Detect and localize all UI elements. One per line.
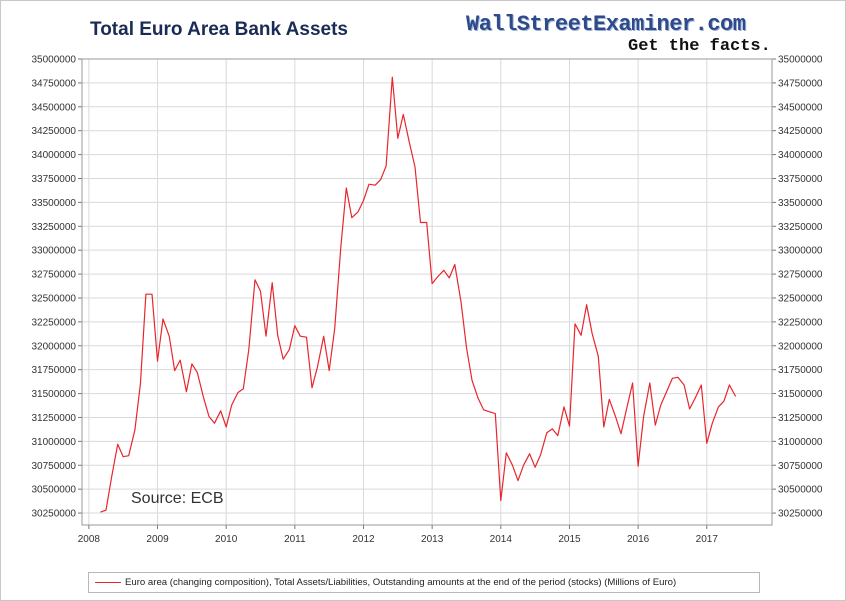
legend: Euro area (changing composition), Total … [88, 572, 760, 593]
y-tick-label-right: 33250000 [778, 222, 823, 233]
legend-label: Euro area (changing composition), Total … [125, 577, 677, 588]
y-tick-label-left: 34750000 [32, 78, 77, 89]
y-tick-label-right: 34250000 [778, 126, 823, 137]
grid-lines [82, 58, 772, 525]
y-tick-label-left: 31750000 [32, 365, 77, 376]
y-tick-label-right: 30500000 [778, 485, 823, 496]
brand-tagline: Get the facts. [628, 37, 771, 56]
y-tick-label-right: 32250000 [778, 317, 823, 328]
y-tick-label-right: 32500000 [778, 293, 823, 304]
y-tick-label-left: 34500000 [32, 102, 77, 113]
y-tick-label-left: 33000000 [32, 246, 77, 257]
x-tick-label: 2017 [696, 534, 719, 545]
y-tick-label-left: 31000000 [32, 437, 77, 448]
x-tick-label: 2009 [146, 534, 169, 545]
brand-name: WallStreetExaminer.com [466, 12, 746, 37]
x-tick-label: 2011 [284, 534, 306, 545]
y-tick-label-right: 30750000 [778, 461, 823, 472]
x-tick-label: 2008 [78, 534, 101, 545]
y-axis-right: 30250000 30500000 30750000 31000000 31250000… [772, 55, 823, 520]
y-tick-label-left: 30500000 [32, 485, 77, 496]
y-tick-label-left: 33750000 [32, 174, 77, 185]
y-tick-label-left: 32000000 [32, 341, 77, 352]
y-tick-label-right: 31000000 [778, 437, 823, 448]
brand-logo: WallStreetExaminer.com Get the facts. [466, 10, 771, 56]
y-tick-label-left: 34000000 [32, 150, 77, 161]
y-tick-label-right: 30250000 [778, 509, 823, 520]
y-tick-label-right: 34750000 [778, 78, 823, 89]
plot-border [81, 58, 773, 526]
y-tick-label-left: 31250000 [32, 413, 77, 424]
y-tick-label-left: 32250000 [32, 317, 77, 328]
x-tick-label: 2016 [627, 534, 650, 545]
y-tick-label-right: 33500000 [778, 198, 823, 209]
series-line [100, 76, 737, 513]
y-tick-label-left: 33500000 [32, 198, 77, 209]
y-tick-label-left: 32500000 [32, 293, 77, 304]
x-axis: 2008 2009 2010 2011 2012 2013 2014 2015 2016 2017 [78, 525, 719, 545]
y-tick-label-right: 34500000 [778, 102, 823, 113]
y-tick-label-right: 33000000 [778, 246, 823, 257]
x-tick-label: 2015 [558, 534, 581, 545]
x-tick-label: 2010 [215, 534, 238, 545]
y-tick-label-left: 34250000 [32, 126, 77, 137]
page-title: Total Euro Area Bank Assets [90, 19, 348, 40]
y-tick-label-right: 32000000 [778, 341, 823, 352]
y-tick-label-right: 32750000 [778, 270, 823, 281]
y-tick-label-right: 33750000 [778, 174, 823, 185]
y-tick-label-right: 35000000 [778, 55, 823, 66]
y-tick-label-left: 32750000 [32, 270, 77, 281]
y-tick-label-left: 33250000 [32, 222, 77, 233]
y-tick-label-left: 30750000 [32, 461, 77, 472]
y-tick-label-left: 30250000 [32, 509, 77, 520]
x-tick-label: 2014 [490, 534, 513, 545]
y-tick-label-right: 31750000 [778, 365, 823, 376]
y-tick-label-right: 31500000 [778, 389, 823, 400]
legend-swatch [95, 582, 121, 583]
x-tick-label: 2012 [352, 534, 375, 545]
y-tick-label-left: 35000000 [32, 55, 77, 66]
y-tick-label-right: 34000000 [778, 150, 823, 161]
source-annotation: Source: ECB [131, 490, 224, 507]
y-tick-label-left: 31500000 [32, 389, 77, 400]
y-tick-label-right: 31250000 [778, 413, 823, 424]
x-tick-label: 2013 [421, 534, 444, 545]
series-group [100, 76, 737, 513]
y-axis-left: 30250000 30500000 30750000 31000000 31250000… [32, 55, 82, 520]
